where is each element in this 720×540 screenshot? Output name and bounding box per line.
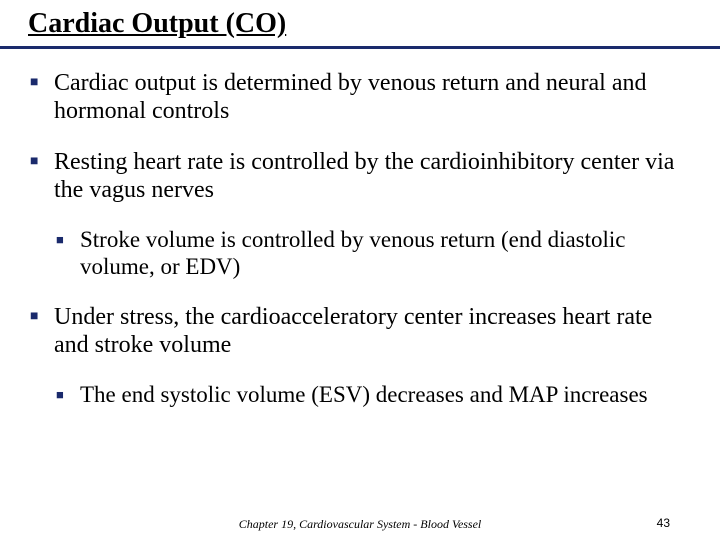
- bullet-item: Under stress, the cardioacceleratory cen…: [28, 303, 692, 409]
- sub-bullet-text: Stroke volume is controlled by venous re…: [80, 227, 626, 279]
- footer-text: Chapter 19, Cardiovascular System - Bloo…: [0, 517, 720, 532]
- bullet-item: Resting heart rate is controlled by the …: [28, 148, 692, 281]
- sub-bullet-item: The end systolic volume (ESV) decreases …: [54, 381, 692, 408]
- sub-bullet-list: The end systolic volume (ESV) decreases …: [54, 381, 692, 408]
- bullet-text: Cardiac output is determined by venous r…: [54, 70, 647, 124]
- bullet-list: Cardiac output is determined by venous r…: [28, 69, 692, 408]
- page-number: 43: [657, 516, 670, 530]
- title-underline-rule: [0, 46, 720, 49]
- slide: Cardiac Output (CO) Cardiac output is de…: [0, 0, 720, 408]
- bullet-item: Cardiac output is determined by venous r…: [28, 69, 692, 126]
- bullet-text: Resting heart rate is controlled by the …: [54, 149, 674, 203]
- sub-bullet-item: Stroke volume is controlled by venous re…: [54, 226, 692, 280]
- slide-title: Cardiac Output (CO): [28, 8, 692, 42]
- sub-bullet-text: The end systolic volume (ESV) decreases …: [80, 382, 648, 407]
- sub-bullet-list: Stroke volume is controlled by venous re…: [54, 226, 692, 280]
- bullet-text: Under stress, the cardioacceleratory cen…: [54, 304, 652, 358]
